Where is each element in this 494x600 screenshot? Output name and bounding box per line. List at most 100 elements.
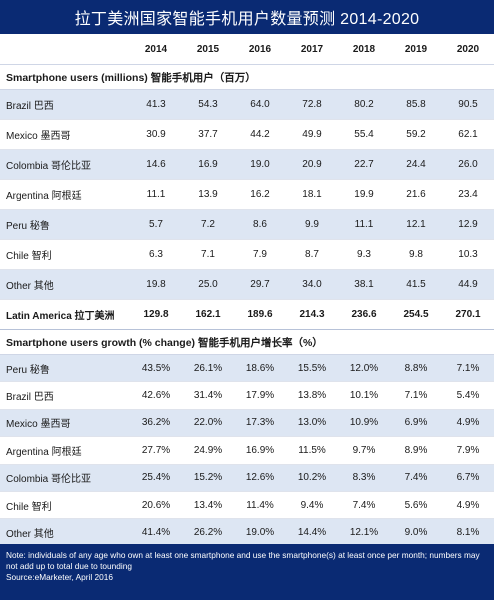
value-cell: 8.7 bbox=[305, 249, 319, 260]
table-row: Other 其他 19.8 25.0 29.7 34.0 38.1 41.5 44.9 bbox=[0, 270, 494, 300]
row-label: Argentina 阿根廷 bbox=[6, 191, 82, 202]
value-cell: 19.0 bbox=[250, 159, 270, 170]
value-cell: 24.9% bbox=[193, 444, 223, 456]
table-row: Mexico 墨西哥 30.9 37.7 44.2 49.9 55.4 59.2 62.1 bbox=[0, 120, 494, 150]
value-cell: 254.5 bbox=[403, 309, 429, 320]
value-cell: 6.7% bbox=[456, 472, 480, 484]
value-cell: 41.4% bbox=[141, 527, 171, 539]
row-label: Peru 秘鲁 bbox=[6, 221, 50, 232]
value-cell: 41.5 bbox=[406, 279, 426, 290]
table-row: Peru 秘鲁 5.7 7.2 8.6 9.9 11.1 12.1 12.9 bbox=[0, 210, 494, 240]
year-header-cell: 2016 bbox=[248, 43, 272, 55]
table-row: Other 其他 41.4% 26.2% 19.0% 14.4% 12.1% 9.0% 8.1… bbox=[0, 519, 494, 547]
row-label: Mexico 墨西哥 bbox=[6, 131, 71, 142]
value-cell: 10.9% bbox=[349, 417, 379, 429]
value-cell: 6.9% bbox=[404, 417, 428, 429]
value-cell: 9.8 bbox=[409, 249, 423, 260]
year-header-cell: 2018 bbox=[352, 43, 376, 55]
value-cell: 17.3% bbox=[245, 417, 275, 429]
value-cell: 5.4% bbox=[456, 390, 480, 402]
value-cell: 8.1% bbox=[456, 527, 480, 539]
value-cell: 15.2% bbox=[193, 472, 223, 484]
value-cell: 31.4% bbox=[193, 390, 223, 402]
value-cell: 27.7% bbox=[141, 444, 171, 456]
row-label: Peru 秘鲁 bbox=[6, 364, 50, 376]
value-cell: 8.6 bbox=[253, 219, 267, 230]
value-cell: 23.4 bbox=[458, 189, 478, 200]
value-cell: 26.2% bbox=[193, 527, 223, 539]
table-row: Mexico 墨西哥 36.2% 22.0% 17.3% 13.0% 10.9% 6.9% 4… bbox=[0, 409, 494, 438]
value-cell: 129.8 bbox=[143, 309, 169, 320]
value-cell: 36.2% bbox=[141, 417, 171, 429]
value-cell: 25.4% bbox=[141, 472, 171, 484]
value-cell: 10.2% bbox=[297, 472, 327, 484]
value-cell: 20.6% bbox=[141, 499, 171, 511]
growth-section-heading: Smartphone users growth (% change) 智能手机用… bbox=[0, 330, 494, 355]
value-cell: 34.0 bbox=[302, 279, 322, 290]
value-cell: 26.0 bbox=[458, 159, 478, 170]
value-cell: 62.1 bbox=[458, 129, 478, 140]
value-cell: 8.9% bbox=[404, 444, 428, 456]
value-cell: 44.9 bbox=[458, 279, 478, 290]
value-cell: 43.5% bbox=[141, 362, 171, 374]
year-header-cell: 2019 bbox=[404, 43, 428, 55]
value-cell: 9.7% bbox=[352, 444, 376, 456]
value-cell: 162.1 bbox=[195, 309, 221, 320]
value-cell: 7.4% bbox=[352, 499, 376, 511]
value-cell: 14.4% bbox=[297, 527, 327, 539]
value-cell: 10.1% bbox=[349, 390, 379, 402]
table-row: Chile 智利 6.3 7.1 7.9 8.7 9.3 9.8 10.3 bbox=[0, 240, 494, 270]
value-cell: 7.2 bbox=[201, 219, 215, 230]
value-cell: 26.1% bbox=[193, 362, 223, 374]
value-cell: 29.7 bbox=[250, 279, 270, 290]
value-cell: 13.8% bbox=[297, 390, 327, 402]
row-label: Other 其他 bbox=[6, 529, 54, 541]
value-cell: 7.1 bbox=[201, 249, 215, 260]
table-row: Colombia 哥伦比亚 14.6 16.9 19.0 20.9 22.7 24.4 26.… bbox=[0, 150, 494, 180]
table-row: Chile 智利 20.6% 13.4% 11.4% 9.4% 7.4% 5.6% 4.9% bbox=[0, 492, 494, 520]
value-cell: 13.4% bbox=[193, 499, 223, 511]
year-header-cell: 2020 bbox=[456, 43, 480, 55]
value-cell: 30.9 bbox=[146, 129, 166, 140]
value-cell: 54.3 bbox=[198, 99, 218, 110]
value-cell: 7.4% bbox=[404, 472, 428, 484]
value-cell: 270.1 bbox=[455, 309, 481, 320]
value-cell: 22.0% bbox=[193, 417, 223, 429]
year-header-cell: 2014 bbox=[144, 43, 168, 55]
value-cell: 5.7 bbox=[149, 219, 163, 230]
value-cell: 15.5% bbox=[297, 362, 327, 374]
value-cell: 38.1 bbox=[354, 279, 374, 290]
row-label: Latin America 拉丁美洲 bbox=[6, 311, 115, 322]
row-label: Argentina 阿根廷 bbox=[6, 446, 82, 458]
value-cell: 13.9 bbox=[198, 189, 218, 200]
value-cell: 21.6 bbox=[406, 189, 426, 200]
value-cell: 7.1% bbox=[404, 390, 428, 402]
table-row: Colombia 哥伦比亚 25.4% 15.2% 12.6% 10.2% 8.3% 7.4… bbox=[0, 464, 494, 492]
source-text: Source:eMarketer, April 2016 bbox=[6, 572, 113, 582]
users-table-body: Brazil 巴西 41.3 54.3 64.0 72.8 80.2 85.8 90.5 Mex… bbox=[0, 90, 494, 330]
value-cell: 18.1 bbox=[302, 189, 322, 200]
footnote-text: Note: individuals of any age who own at … bbox=[6, 550, 480, 571]
value-cell: 59.2 bbox=[406, 129, 426, 140]
value-cell: 11.5% bbox=[298, 444, 326, 456]
value-cell: 6.3 bbox=[149, 249, 163, 260]
value-cell: 14.6 bbox=[146, 159, 166, 170]
value-cell: 11.1 bbox=[354, 219, 374, 230]
year-header-row: 2014 2015 2016 2017 2018 2019 2020 bbox=[0, 34, 494, 65]
value-cell: 44.2 bbox=[250, 129, 270, 140]
value-cell: 12.6% bbox=[245, 472, 275, 484]
users-section-heading: Smartphone users (millions) 智能手机用户（百万） bbox=[0, 65, 494, 90]
table-row: Brazil 巴西 41.3 54.3 64.0 72.8 80.2 85.8 90.5 bbox=[0, 90, 494, 120]
value-cell: 10.3 bbox=[458, 249, 478, 260]
growth-table-body: Peru 秘鲁 43.5% 26.1% 18.6% 15.5% 12.0% 8.8% 7.1%… bbox=[0, 355, 494, 575]
value-cell: 9.4% bbox=[300, 499, 324, 511]
value-cell: 37.7 bbox=[198, 129, 218, 140]
value-cell: 16.2 bbox=[250, 189, 270, 200]
value-cell: 9.3 bbox=[357, 249, 371, 260]
value-cell: 19.8 bbox=[146, 279, 166, 290]
value-cell: 19.9 bbox=[354, 189, 374, 200]
value-cell: 24.4 bbox=[406, 159, 426, 170]
value-cell: 16.9% bbox=[245, 444, 275, 456]
total-row: Latin America 拉丁美洲 129.8 162.1 189.6 214.3 23… bbox=[0, 300, 494, 330]
